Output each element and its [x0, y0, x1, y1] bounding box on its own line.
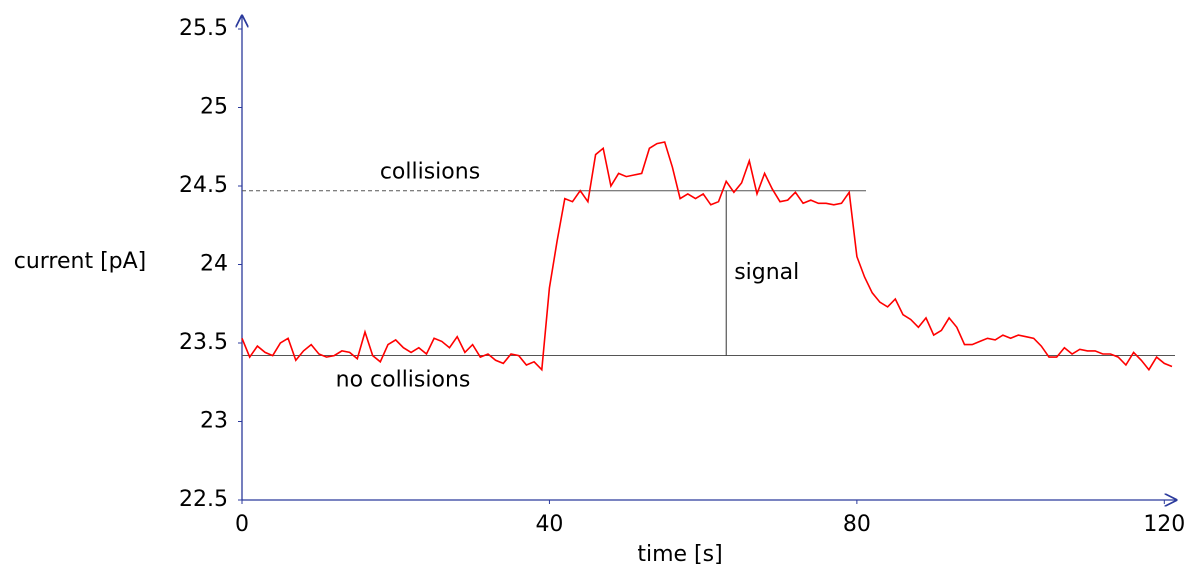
- annotation: no collisions: [336, 368, 471, 393]
- y-tick-label: 25: [200, 95, 228, 120]
- annotation: signal: [734, 260, 799, 285]
- y-tick-label: 25.5: [179, 16, 228, 41]
- data-line: [241, 141, 1173, 372]
- annotation: collisions: [380, 160, 480, 185]
- x-tick-label: 0: [235, 512, 249, 537]
- y-tick-label: 24: [200, 252, 228, 277]
- y-tick-label: 23: [200, 409, 228, 434]
- x-tick-label: 80: [843, 512, 871, 537]
- y-tick-label: 23.5: [179, 330, 228, 355]
- y-axis-label: current [pA]: [14, 249, 147, 274]
- x-tick-label: 40: [535, 512, 563, 537]
- x-axis-label: time [s]: [637, 542, 722, 567]
- y-tick-label: 24.5: [179, 173, 228, 198]
- y-tick-label: 22.5: [179, 487, 228, 512]
- x-tick-label: 120: [1143, 512, 1185, 537]
